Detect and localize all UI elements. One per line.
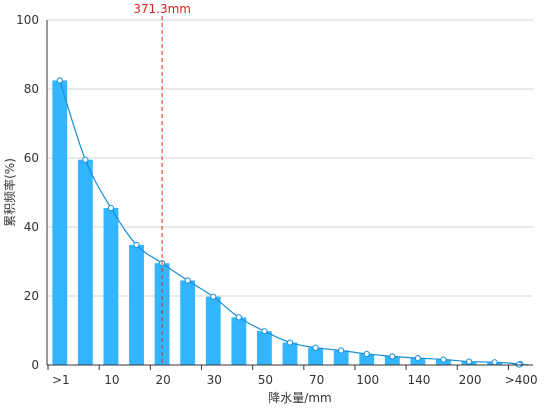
line-point [133, 241, 140, 249]
axes [46, 20, 533, 370]
bar [180, 280, 196, 365]
y-tick-labels: 0 20 40 60 80 100 [16, 13, 39, 372]
line-point [389, 353, 396, 360]
x-tick-label: >1 [52, 373, 70, 387]
line-point [440, 356, 447, 363]
x-tick-labels: >1 10 20 30 50 70 100 140 200 >400 [52, 373, 538, 387]
y-tick-label: 40 [24, 220, 39, 234]
cumulative-line [59, 80, 523, 366]
y-tick-label: 20 [24, 289, 39, 303]
x-tick-label: 200 [459, 373, 482, 387]
line-point [363, 350, 370, 358]
bar [257, 331, 272, 365]
x-tick-label: 70 [309, 373, 324, 387]
threshold-marker: 371.3mm [133, 2, 191, 365]
y-tick-label: 100 [16, 13, 39, 27]
line-point [465, 358, 473, 365]
bar [384, 356, 400, 365]
y-tick-label: 60 [24, 151, 39, 165]
bar [129, 244, 144, 365]
line-point [491, 359, 498, 366]
x-tick-label: 30 [207, 373, 222, 387]
y-tick-label: 80 [24, 82, 39, 96]
line-point [338, 347, 345, 354]
bar [103, 208, 119, 365]
line-point [56, 77, 63, 84]
bar [52, 80, 68, 365]
x-tick-label: 10 [104, 373, 119, 387]
bar [333, 350, 349, 365]
line-point [82, 156, 89, 163]
bar [282, 342, 298, 365]
bar [231, 317, 247, 365]
line-point [235, 314, 242, 321]
line-point [414, 355, 421, 362]
x-tick-label: 50 [258, 373, 273, 387]
bar [410, 358, 426, 365]
bar [205, 296, 221, 365]
line-point [312, 344, 319, 351]
bar [154, 263, 170, 365]
x-tick-label: 140 [407, 373, 430, 387]
line-point [286, 339, 294, 346]
x-axis-title: 降水量/mm [268, 391, 331, 405]
line-point [210, 293, 217, 300]
bar [359, 353, 375, 365]
bar [308, 347, 323, 365]
line-point [107, 204, 115, 212]
bar [77, 159, 93, 365]
x-tick-label: 20 [155, 373, 170, 387]
cumulative-line-series [56, 77, 524, 368]
threshold-marker-label: 371.3mm [133, 2, 191, 16]
y-tick-label: 0 [31, 358, 39, 372]
y-axis-title: 累积频率(%) [2, 158, 17, 227]
line-point [261, 328, 268, 335]
line-point [184, 277, 191, 284]
gridlines [47, 19, 533, 366]
x-tick-label: 100 [356, 373, 379, 387]
bars [52, 80, 528, 365]
x-tick-label: >400 [505, 373, 538, 387]
